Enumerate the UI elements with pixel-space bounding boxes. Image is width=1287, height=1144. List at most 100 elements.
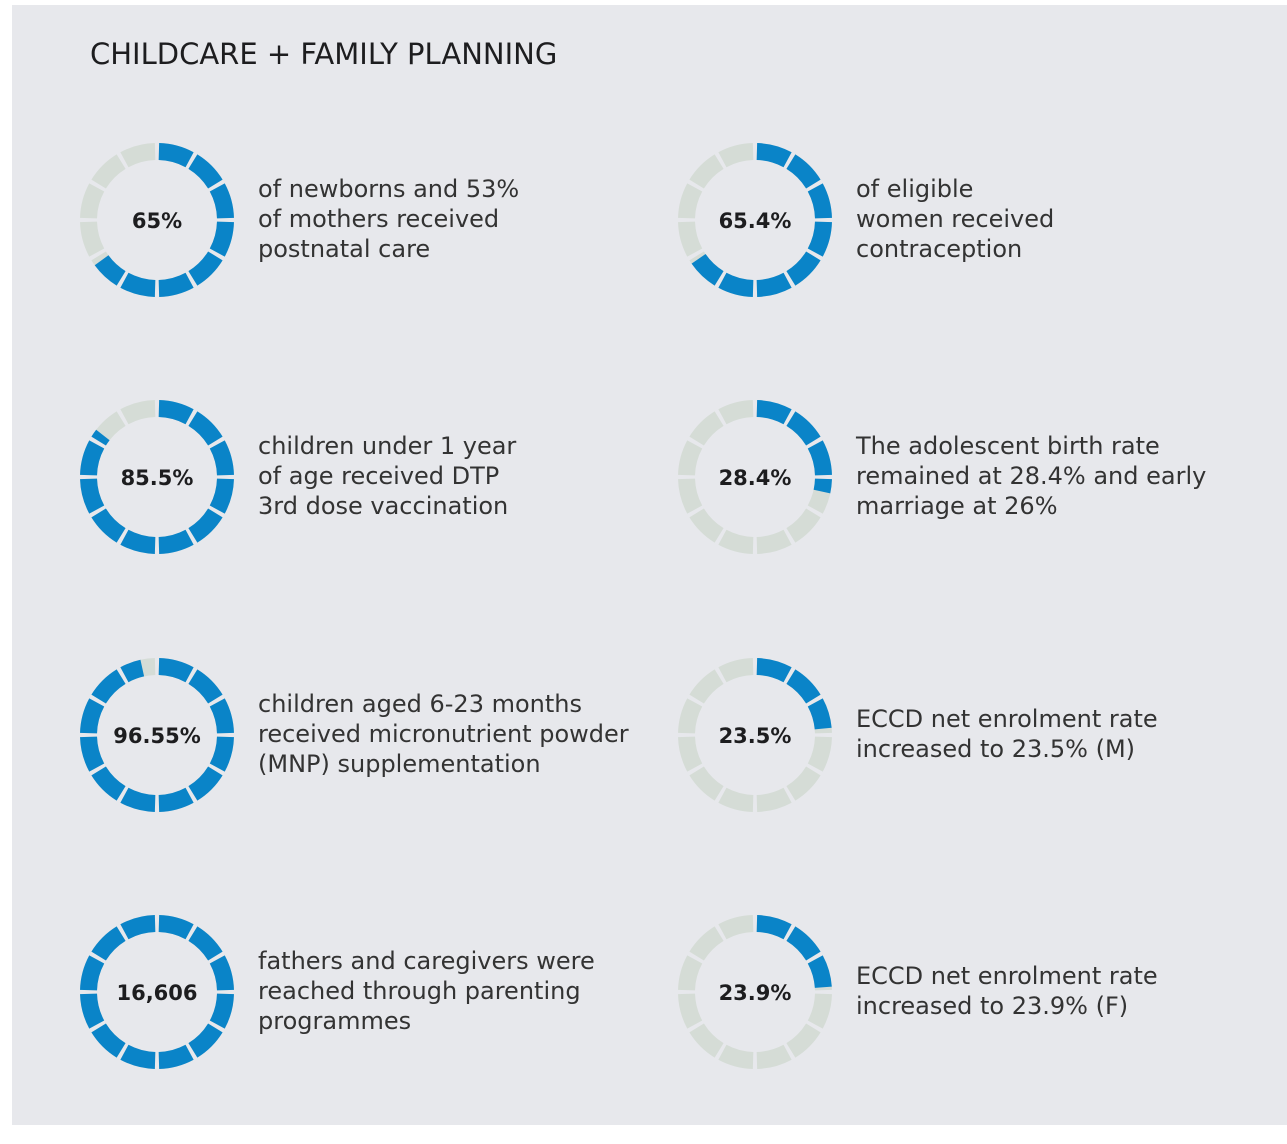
ring-segment	[689, 766, 724, 801]
description-line: ECCD net enrolment rate	[856, 962, 1158, 990]
ring-fill	[120, 915, 156, 940]
ring-fill	[188, 251, 223, 286]
ring-fill	[158, 272, 194, 297]
ring-segment	[756, 1044, 792, 1069]
ring-fill	[756, 400, 792, 425]
ring-fill	[807, 440, 832, 476]
ring-fill	[91, 1023, 126, 1058]
description-line: postnatal care	[258, 235, 430, 263]
value-label: 65.4%	[719, 209, 792, 233]
description-line: of age received DTP	[258, 462, 499, 490]
ring-fill	[209, 736, 234, 772]
ring-segment	[718, 915, 754, 940]
value-label: 96.55%	[113, 724, 200, 748]
ring-fill	[209, 993, 234, 1029]
ring-fill	[91, 508, 126, 543]
description-line: reached through parenting	[258, 977, 581, 1005]
ring-fill	[756, 658, 792, 683]
ring-fill	[158, 915, 194, 940]
ring-segment	[678, 736, 703, 772]
ring-segment	[756, 529, 792, 554]
ring-segment	[689, 926, 724, 961]
description-line: received micronutrient powder	[258, 720, 629, 748]
description-line: increased to 23.5% (M)	[856, 735, 1135, 763]
ring-segment	[718, 529, 754, 554]
ring-fill	[807, 955, 832, 988]
ring-fill	[786, 669, 821, 704]
value-label: 23.5%	[719, 724, 792, 748]
value-label: 85.5%	[121, 466, 194, 490]
description-line: contraception	[856, 235, 1022, 263]
ring-fill	[158, 787, 194, 812]
description-line: remained at 28.4% and early	[856, 462, 1206, 490]
ring-segment	[678, 955, 703, 991]
ring-segment	[718, 143, 754, 168]
ring-fill	[80, 698, 105, 734]
description-line: children aged 6-23 months	[258, 690, 582, 718]
ring-fill	[158, 400, 194, 425]
ring-segment	[718, 658, 754, 683]
ring-segment	[91, 154, 126, 189]
ring-fill	[188, 1023, 223, 1058]
ring-segment	[689, 669, 724, 704]
ring-fill	[209, 698, 234, 734]
ring-fill	[807, 698, 832, 730]
ring-segment	[718, 787, 754, 812]
value-label: 23.9%	[719, 981, 792, 1005]
ring-fill	[209, 183, 234, 219]
ring-segment	[120, 400, 156, 425]
title: CHILDCARE + FAMILY PLANNING	[90, 37, 557, 71]
ring-fill	[209, 221, 234, 257]
description-line: women received	[856, 205, 1054, 233]
ring-segment	[678, 440, 703, 476]
description-line: fathers and caregivers were	[258, 947, 595, 975]
description-line: ECCD net enrolment rate	[856, 705, 1158, 733]
ring-segment	[678, 698, 703, 734]
ring-fill	[691, 254, 724, 286]
description-line: The adolescent birth rate	[855, 432, 1160, 460]
ring-segment	[689, 1023, 724, 1058]
ring-fill	[786, 251, 821, 286]
ring-fill	[209, 955, 234, 991]
ring-fill	[158, 658, 194, 683]
value-label: 28.4%	[719, 466, 792, 490]
ring-segment	[756, 787, 792, 812]
ring-fill	[120, 1044, 156, 1069]
description-line: programmes	[258, 1007, 411, 1035]
value-label: 65%	[132, 209, 182, 233]
ring-fill	[188, 508, 223, 543]
ring-fill	[209, 440, 234, 476]
ring-segment	[807, 993, 832, 1029]
description-line: children under 1 year	[258, 432, 516, 460]
ring-segment	[678, 183, 703, 219]
ring-fill	[80, 478, 105, 514]
description-line: of mothers received	[258, 205, 499, 233]
ring-fill	[120, 272, 156, 297]
ring-fill	[91, 429, 110, 446]
ring-fill	[756, 915, 792, 940]
ring-fill	[756, 143, 792, 168]
ring-fill	[209, 478, 234, 514]
description-line: marriage at 26%	[856, 492, 1058, 520]
value-label: 16,606	[116, 981, 197, 1005]
ring-fill	[188, 154, 223, 189]
description-line: increased to 23.9% (F)	[856, 992, 1128, 1020]
ring-segment	[80, 221, 105, 257]
ring-segment	[689, 411, 724, 446]
ring-segment	[786, 1023, 821, 1058]
ring-fill	[120, 787, 156, 812]
ring-fill	[91, 766, 126, 801]
description-line: of newborns and 53%	[258, 175, 519, 203]
ring-segment	[678, 478, 703, 514]
ring-fill	[807, 221, 832, 257]
ring-fill	[756, 272, 792, 297]
ring-fill	[786, 926, 821, 961]
ring-fill	[91, 669, 126, 704]
ring-fill	[158, 1044, 194, 1069]
ring-segment	[718, 400, 754, 425]
ring-fill	[813, 478, 832, 494]
ring-segment	[678, 993, 703, 1029]
ring-fill	[158, 529, 194, 554]
ring-fill	[80, 955, 105, 991]
